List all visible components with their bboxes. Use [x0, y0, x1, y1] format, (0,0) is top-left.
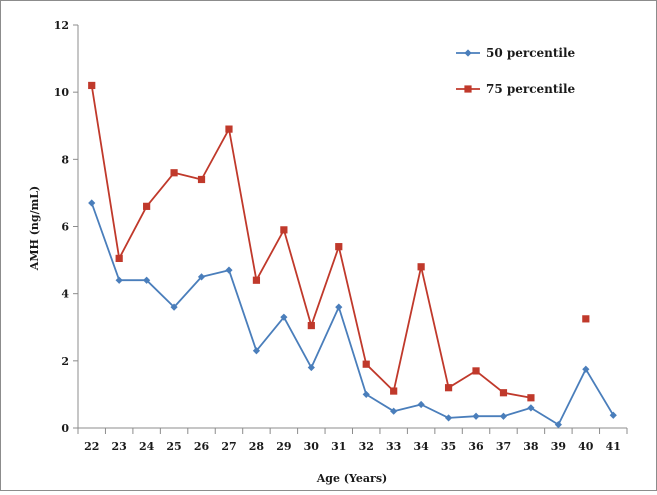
y-tick-label: 2: [61, 355, 69, 368]
data-point-square: [472, 367, 480, 375]
data-point-diamond: [472, 412, 480, 420]
x-tick-label: 31: [331, 440, 346, 453]
data-point-square: [527, 394, 535, 402]
series-line: [90, 202, 615, 426]
data-point-square: [88, 81, 96, 90]
x-tick-label: 22: [84, 440, 99, 453]
legend-label: 50 percentile: [486, 46, 576, 60]
y-tick-label: 8: [61, 153, 69, 166]
x-tick-label: 25: [166, 440, 181, 453]
data-point-diamond: [362, 390, 370, 399]
data-point-diamond: [390, 407, 398, 415]
x-tick-label: 26: [194, 440, 210, 453]
x-tick-label: 23: [112, 440, 127, 453]
legend-marker-diamond: [464, 49, 472, 57]
data-point-diamond: [280, 313, 288, 321]
data-point-diamond: [88, 199, 96, 207]
data-point-diamond: [170, 303, 178, 311]
data-point-diamond: [417, 400, 425, 409]
series-2: [88, 81, 590, 402]
x-tick-label: 30: [304, 440, 320, 453]
data-point-square: [335, 243, 343, 251]
x-tick-label: 24: [139, 440, 155, 453]
x-tick-label: 27: [221, 440, 236, 453]
data-point-square: [280, 226, 288, 234]
y-axis-title: AMH (ng/mL): [28, 186, 41, 271]
series-layer: [88, 81, 617, 429]
series-1: [88, 199, 617, 429]
data-point-diamond: [499, 412, 508, 420]
data-point-square: [499, 389, 508, 397]
data-point-square: [444, 384, 453, 392]
x-tick-label: 39: [551, 440, 566, 453]
x-tick-label: 41: [606, 440, 621, 453]
data-point-square: [390, 387, 398, 395]
x-tick-label: 32: [359, 440, 374, 453]
x-tick-label: 40: [578, 440, 594, 453]
data-point-diamond: [115, 276, 123, 284]
x-axis-title: Age (Years): [316, 472, 387, 485]
legend-item-1: 50 percentile: [456, 46, 576, 60]
y-tick-label: 4: [61, 288, 69, 301]
legend-label: 75 percentile: [486, 82, 576, 96]
data-point-square: [170, 169, 178, 177]
data-point-square: [362, 360, 370, 368]
data-point-diamond: [335, 303, 343, 311]
y-tick-label: 10: [54, 86, 70, 99]
data-point-diamond: [444, 414, 453, 422]
data-point-diamond: [582, 365, 590, 373]
legend-marker-square: [464, 85, 472, 93]
data-point-square: [225, 125, 233, 133]
x-tick-label: 34: [413, 440, 429, 453]
x-tick-label: 29: [276, 440, 291, 453]
series-line: [92, 85, 586, 397]
x-tick-label: 28: [249, 440, 265, 453]
data-point-square: [417, 263, 425, 271]
x-tick-label: 37: [496, 440, 511, 453]
y-tick-label: 0: [61, 422, 69, 435]
data-point-diamond: [252, 347, 261, 355]
data-point-diamond: [143, 276, 151, 284]
data-point-diamond: [554, 421, 562, 429]
x-tick-label: 36: [468, 440, 484, 453]
x-tick-label: 33: [386, 440, 401, 453]
legend-item-2: 75 percentile: [456, 82, 576, 96]
data-point-square: [143, 202, 151, 210]
x-tick-label: 35: [441, 440, 456, 453]
data-point-square: [252, 276, 261, 284]
data-point-diamond: [197, 273, 206, 281]
data-point-square: [115, 254, 123, 263]
data-point-square: [307, 321, 315, 330]
data-point-diamond: [225, 266, 233, 274]
data-point-diamond: [527, 404, 535, 412]
data-point-diamond: [307, 363, 315, 372]
data-point-diamond: [609, 411, 617, 419]
y-tick-label: 6: [61, 221, 69, 234]
legend: 50 percentile 75 percentile: [456, 46, 576, 96]
data-point-square: [197, 175, 206, 184]
x-tick-label: 38: [523, 440, 539, 453]
y-tick-label: 12: [54, 19, 69, 32]
data-point-square: [582, 315, 590, 323]
